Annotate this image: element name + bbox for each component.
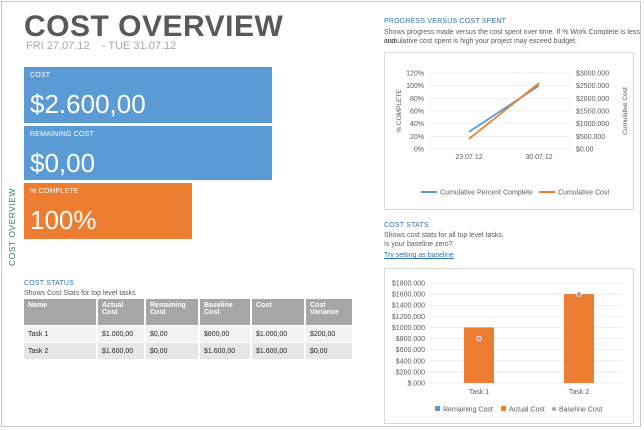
y-tick-label: $600.000 bbox=[396, 347, 425, 354]
progress-subtitle-2: cumulative cost spent is high your proje… bbox=[384, 38, 577, 45]
date-end: - TUE 31.07.12 bbox=[101, 40, 177, 52]
y-tick-label: 60% bbox=[410, 109, 424, 116]
cell-baseline-cost: $1.600,00 bbox=[199, 342, 252, 359]
x-tick-label: 23.07.12 bbox=[455, 154, 482, 161]
table-header-row: Name Actual Cost Remaining Cost Baseline… bbox=[24, 299, 354, 326]
y2-tick-label: $3000.000 bbox=[576, 71, 609, 78]
x-tick-label: Task 1 bbox=[469, 389, 489, 396]
y-tick-label: $1400.000 bbox=[392, 303, 425, 310]
cost-tile-value: $2.600,00 bbox=[30, 89, 146, 119]
legend-marker bbox=[552, 407, 556, 411]
progress-title: PROGRESS VERSUS COST SPENT bbox=[384, 18, 507, 25]
y-tick-label: $400.000 bbox=[396, 358, 425, 365]
y-tick-label: 80% bbox=[410, 96, 424, 103]
cell-name: Task 1 bbox=[24, 325, 98, 343]
cost-stats-subtitle-2: Is your baseline zero? bbox=[384, 241, 453, 248]
y-tick-label: 0% bbox=[414, 147, 424, 154]
col-remaining-cost: Remaining Cost bbox=[145, 299, 200, 326]
y2-tick-label: $0.00 bbox=[576, 147, 594, 154]
legend-label: Cumulative Percent Complete bbox=[440, 190, 533, 197]
y-tick-label: 20% bbox=[410, 134, 424, 141]
legend-swatch bbox=[435, 406, 440, 411]
cost-stats-chart-card: $.000 $200.000 $400.000 $600.000 $800.000 $10… bbox=[384, 268, 634, 424]
remaining-cost-tile: REMAINING COST $0,00 bbox=[24, 126, 272, 180]
y2-tick-label: $500.000 bbox=[576, 134, 605, 141]
bar bbox=[464, 327, 494, 383]
y2-tick-label: $2500.000 bbox=[576, 83, 609, 90]
remaining-cost-label: REMAINING COST bbox=[30, 131, 94, 138]
percent-complete-tile: % COMPLETE 100% bbox=[24, 183, 192, 239]
side-label: COST OVERVIEW bbox=[7, 188, 17, 266]
y2-axis-label: Cumulative Cost bbox=[622, 87, 629, 135]
y2-tick-label: $1500.000 bbox=[576, 109, 609, 116]
y-tick-label: $1600.000 bbox=[392, 292, 425, 299]
y2-tick-label: $2000.000 bbox=[576, 96, 609, 103]
cost-tile-label: COST bbox=[30, 72, 51, 79]
legend-swatch bbox=[501, 406, 506, 411]
y-tick-label: $1000.000 bbox=[392, 325, 425, 332]
cost-stats-subtitle-1: Shows cost stats for all top level tasks… bbox=[384, 232, 504, 239]
x-tick-label: 30.07.12 bbox=[525, 154, 552, 161]
col-cost: Cost bbox=[251, 299, 306, 326]
baseline-marker bbox=[576, 291, 582, 297]
legend-label: Remaining Cost bbox=[443, 407, 493, 414]
y2-tick-label: $1000.000 bbox=[576, 121, 609, 128]
percent-complete-value: 100% bbox=[30, 205, 97, 235]
date-range: FRI 27.07.12 - TUE 31.07.12 bbox=[26, 40, 176, 52]
date-start: FRI 27.07.12 bbox=[26, 40, 90, 52]
col-baseline-cost: Baseline Cost bbox=[199, 299, 252, 326]
cell-remaining-cost: $0,00 bbox=[145, 325, 200, 343]
cost-status-table: Name Actual Cost Remaining Cost Baseline… bbox=[24, 299, 354, 359]
remaining-cost-value: $0,00 bbox=[30, 148, 96, 178]
cell-cost: $1.000,00 bbox=[251, 325, 306, 343]
y-tick-label: 120% bbox=[406, 71, 424, 78]
y-tick-label: $200.000 bbox=[396, 369, 425, 376]
cell-cost-variance: $0,00 bbox=[305, 342, 354, 359]
cell-actual-cost: $1.000,00 bbox=[97, 325, 146, 343]
bar bbox=[564, 294, 594, 383]
cell-baseline-cost: $800,00 bbox=[199, 325, 252, 343]
progress-chart-card: 0% 20% 40% 60% 80% 100% 120% $0.00 $500.000 $1000… bbox=[384, 52, 634, 210]
cell-actual-cost: $1.600,00 bbox=[97, 342, 146, 359]
col-name: Name bbox=[24, 299, 98, 326]
x-tick-label: Task 2 bbox=[569, 389, 589, 396]
cost-stats-title: COST STATS bbox=[384, 222, 429, 229]
percent-complete-label: % COMPLETE bbox=[30, 188, 79, 195]
cell-cost: $1.600,00 bbox=[251, 342, 306, 359]
cost-status-title: COST STATUS bbox=[24, 280, 75, 287]
legend-label: Actual Cost bbox=[509, 407, 545, 414]
cost-stats-chart: $.000 $200.000 $400.000 $600.000 $800.000 $10… bbox=[392, 281, 623, 414]
progress-cost-chart: 0% 20% 40% 60% 80% 100% 120% $0.00 $500.000 $1000… bbox=[396, 71, 629, 197]
legend-label: Baseline Cost bbox=[559, 407, 602, 414]
series-line bbox=[468, 82, 540, 140]
y-tick-label: $.000 bbox=[407, 381, 425, 388]
y-tick-label: 40% bbox=[410, 121, 424, 128]
col-cost-variance: Cost Variance bbox=[305, 299, 354, 326]
y-tick-label: $1800.000 bbox=[392, 281, 425, 288]
cost-status-subtitle: Shows Cost Stats for top level tasks bbox=[24, 290, 136, 297]
set-baseline-link[interactable]: Try setting as baseline bbox=[384, 252, 454, 259]
cost-tile: COST $2.600,00 bbox=[24, 67, 272, 123]
table-row: Task 1 $1.000,00 $0,00 $800,00 $1.000,00… bbox=[24, 325, 354, 343]
cell-cost-variance: $200,00 bbox=[305, 325, 354, 343]
y-axis-label: % COMPLETE bbox=[396, 89, 403, 133]
cell-remaining-cost: $0,00 bbox=[145, 342, 200, 359]
y-tick-label: $1200.000 bbox=[392, 314, 425, 321]
baseline-marker bbox=[476, 335, 482, 342]
cell-name: Task 2 bbox=[24, 342, 98, 359]
page-title: COST OVERVIEW bbox=[24, 10, 284, 43]
y-tick-label: $800.000 bbox=[396, 336, 425, 343]
y-tick-label: 100% bbox=[406, 83, 424, 90]
legend-label: Cumulative Cost bbox=[558, 190, 609, 197]
progress-subtitle-1: Shows progress made versus the cost spen… bbox=[384, 29, 640, 45]
table-row: Task 2 $1.600,00 $0,00 $1.600,00 $1.600,… bbox=[24, 342, 354, 359]
col-actual-cost: Actual Cost bbox=[97, 299, 146, 326]
